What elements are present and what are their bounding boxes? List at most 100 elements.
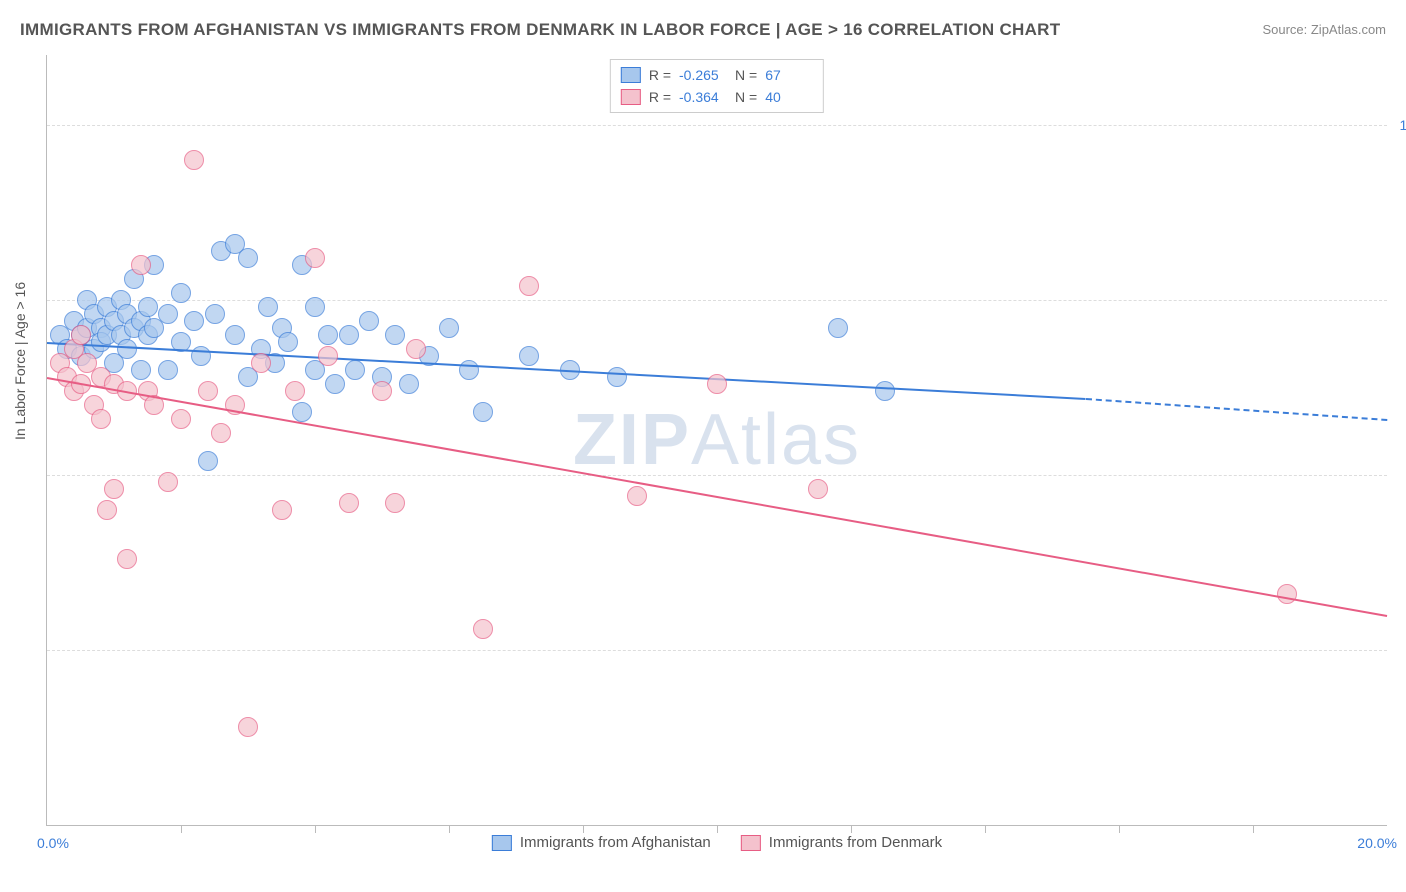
data-point xyxy=(158,360,178,380)
data-point xyxy=(184,311,204,331)
data-point xyxy=(627,486,647,506)
r-label: R = xyxy=(649,86,671,108)
data-point xyxy=(292,402,312,422)
data-point xyxy=(225,325,245,345)
data-point xyxy=(808,479,828,499)
data-point xyxy=(97,500,117,520)
x-tick-mark xyxy=(851,825,852,833)
legend-item-afghanistan: Immigrants from Afghanistan xyxy=(492,834,711,851)
gridline-h xyxy=(47,125,1387,126)
data-point xyxy=(305,248,325,268)
data-point xyxy=(117,549,137,569)
data-point xyxy=(399,374,419,394)
gridline-h xyxy=(47,475,1387,476)
data-point xyxy=(519,276,539,296)
data-point xyxy=(131,360,151,380)
data-point xyxy=(473,619,493,639)
data-point xyxy=(459,360,479,380)
data-point xyxy=(325,374,345,394)
y-tick-label: 25.0% xyxy=(1397,642,1406,658)
x-tick-mark xyxy=(449,825,450,833)
data-point xyxy=(198,381,218,401)
data-point xyxy=(158,304,178,324)
data-point xyxy=(158,472,178,492)
stats-row-denmark: R = -0.364 N = 40 xyxy=(621,86,813,108)
watermark: ZIPAtlas xyxy=(573,399,861,481)
data-point xyxy=(707,374,727,394)
data-point xyxy=(171,283,191,303)
legend-label: Immigrants from Denmark xyxy=(769,834,942,851)
x-tick-mark xyxy=(181,825,182,833)
swatch-denmark xyxy=(741,835,761,851)
chart-title: IMMIGRANTS FROM AFGHANISTAN VS IMMIGRANT… xyxy=(20,20,1060,40)
n-value-denmark: 40 xyxy=(765,86,813,108)
data-point xyxy=(131,255,151,275)
data-point xyxy=(385,493,405,513)
series-legend: Immigrants from Afghanistan Immigrants f… xyxy=(492,834,942,851)
data-point xyxy=(318,346,338,366)
data-point xyxy=(211,423,231,443)
x-tick-mark xyxy=(717,825,718,833)
data-point xyxy=(339,325,359,345)
data-point xyxy=(104,479,124,499)
x-tick-mark xyxy=(1119,825,1120,833)
plot-area: ZIPAtlas R = -0.265 N = 67 R = -0.364 N … xyxy=(46,55,1387,826)
y-tick-label: 75.0% xyxy=(1397,292,1406,308)
x-tick-mark xyxy=(583,825,584,833)
n-value-afghanistan: 67 xyxy=(765,64,813,86)
y-tick-label: 50.0% xyxy=(1397,467,1406,483)
data-point xyxy=(205,304,225,324)
x-tick-min: 0.0% xyxy=(37,835,69,851)
x-tick-mark xyxy=(315,825,316,833)
legend-label: Immigrants from Afghanistan xyxy=(520,834,711,851)
data-point xyxy=(519,346,539,366)
stats-row-afghanistan: R = -0.265 N = 67 xyxy=(621,64,813,86)
regression-line xyxy=(47,377,1387,617)
data-point xyxy=(198,451,218,471)
data-point xyxy=(439,318,459,338)
swatch-denmark xyxy=(621,89,641,105)
data-point xyxy=(305,297,325,317)
r-label: R = xyxy=(649,64,671,86)
data-point xyxy=(138,297,158,317)
data-point xyxy=(359,311,379,331)
data-point xyxy=(272,500,292,520)
data-point xyxy=(238,717,258,737)
legend-item-denmark: Immigrants from Denmark xyxy=(741,834,942,851)
data-point xyxy=(345,360,365,380)
n-label: N = xyxy=(735,86,757,108)
swatch-afghanistan xyxy=(621,67,641,83)
data-point xyxy=(258,297,278,317)
data-point xyxy=(285,381,305,401)
data-point xyxy=(339,493,359,513)
data-point xyxy=(473,402,493,422)
y-axis-label: In Labor Force | Age > 16 xyxy=(12,282,28,440)
data-point xyxy=(238,248,258,268)
regression-line xyxy=(1085,398,1387,421)
data-point xyxy=(251,353,271,373)
chart-container: IMMIGRANTS FROM AFGHANISTAN VS IMMIGRANT… xyxy=(0,0,1406,892)
x-tick-mark xyxy=(985,825,986,833)
gridline-h xyxy=(47,300,1387,301)
stats-legend: R = -0.265 N = 67 R = -0.364 N = 40 xyxy=(610,59,824,113)
data-point xyxy=(828,318,848,338)
data-point xyxy=(278,332,298,352)
data-point xyxy=(372,381,392,401)
x-tick-mark xyxy=(1253,825,1254,833)
x-tick-max: 20.0% xyxy=(1357,835,1397,851)
r-value-afghanistan: -0.265 xyxy=(679,64,727,86)
data-point xyxy=(171,409,191,429)
data-point xyxy=(91,409,111,429)
data-point xyxy=(607,367,627,387)
gridline-h xyxy=(47,650,1387,651)
data-point xyxy=(406,339,426,359)
data-point xyxy=(1277,584,1297,604)
data-point xyxy=(385,325,405,345)
data-point xyxy=(117,339,137,359)
n-label: N = xyxy=(735,64,757,86)
swatch-afghanistan xyxy=(492,835,512,851)
data-point xyxy=(875,381,895,401)
source-attribution: Source: ZipAtlas.com xyxy=(1262,22,1386,37)
data-point xyxy=(184,150,204,170)
data-point xyxy=(318,325,338,345)
